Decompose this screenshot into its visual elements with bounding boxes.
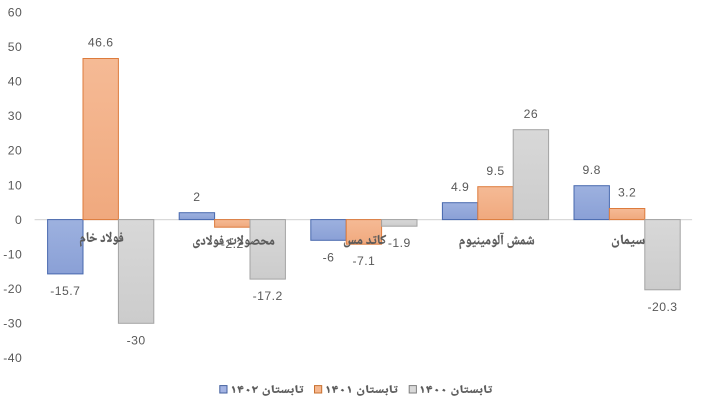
- svg-text:-30: -30: [127, 333, 146, 347]
- svg-text:-10: -10: [3, 248, 22, 262]
- svg-text:20: 20: [8, 144, 22, 158]
- svg-text:-30: -30: [3, 317, 22, 331]
- svg-text:46.6: 46.6: [88, 36, 114, 50]
- svg-text:26: 26: [524, 107, 538, 121]
- svg-text:50: 50: [8, 40, 22, 54]
- svg-text:40: 40: [8, 75, 22, 89]
- svg-text:60: 60: [8, 5, 22, 19]
- svg-text:9.8: 9.8: [583, 163, 601, 177]
- svg-text:9.5: 9.5: [486, 164, 504, 178]
- svg-text:-7.1: -7.1: [352, 254, 375, 268]
- svg-text:10: 10: [8, 178, 22, 192]
- svg-text:-20: -20: [3, 282, 22, 296]
- svg-text:-2.2: -2.2: [221, 237, 244, 251]
- svg-text:2: 2: [193, 190, 200, 204]
- svg-text:-15.7: -15.7: [50, 284, 80, 298]
- svg-text:0: 0: [15, 213, 22, 227]
- svg-text:-17.2: -17.2: [253, 289, 283, 303]
- svg-text:-40: -40: [3, 351, 22, 365]
- svg-text:-20.3: -20.3: [647, 300, 677, 314]
- svg-text:-1.9: -1.9: [388, 236, 411, 250]
- svg-text:-6: -6: [323, 250, 335, 264]
- svg-text:4.9: 4.9: [451, 180, 469, 194]
- svg-text:30: 30: [8, 109, 22, 123]
- svg-text:3.2: 3.2: [618, 186, 636, 200]
